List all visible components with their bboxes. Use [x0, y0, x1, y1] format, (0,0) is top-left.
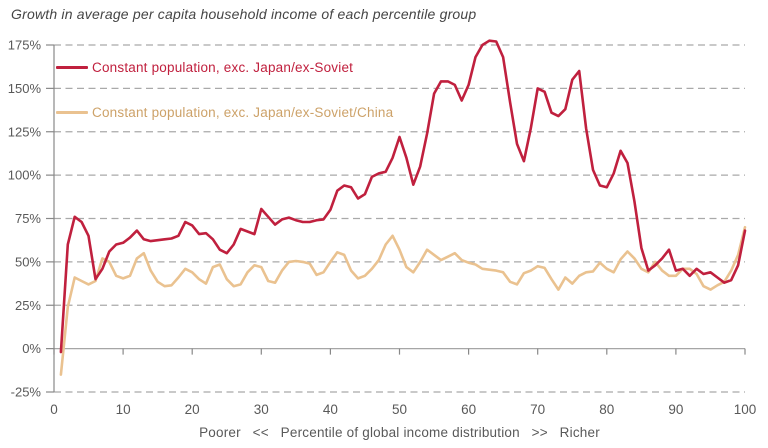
legend-label-exc-japan-ex-soviet: Constant population, exc. Japan/ex-Sovie… — [92, 60, 354, 75]
legend-line-sample-tan — [56, 111, 88, 114]
series-line-exc-japan-ex-soviet-china — [59, 225, 747, 376]
y-tick-label-100: 100% — [8, 168, 42, 183]
x-tick-label-0: 0 — [50, 402, 58, 417]
y-tick-label-175: 175% — [8, 38, 42, 53]
y-tick-label-150: 150% — [8, 81, 42, 96]
y-tick-label-25: 25% — [15, 298, 41, 313]
x-tick-label-10: 10 — [116, 402, 131, 417]
x-tick-label-40: 40 — [323, 402, 338, 417]
x-tick-label-50: 50 — [392, 402, 407, 417]
y-tick-label--25: -25% — [11, 385, 42, 400]
chart-title: Growth in average per capita household i… — [11, 6, 477, 22]
legend-line-sample-red — [56, 66, 88, 69]
series-line-exc-japan-ex-soviet — [59, 39, 747, 354]
y-tick-label-50: 50% — [15, 254, 41, 269]
legend-label-exc-japan-ex-soviet-china: Constant population, exc. Japan/ex-Sovie… — [92, 105, 394, 120]
y-tick-label-75: 75% — [15, 211, 41, 226]
x-tick-label-80: 80 — [599, 402, 614, 417]
x-tick-label-20: 20 — [185, 402, 200, 417]
x-tick-label-30: 30 — [254, 402, 269, 417]
x-tick-label-70: 70 — [530, 402, 545, 417]
x-tick-label-100: 100 — [734, 402, 757, 417]
legend-item-exc-japan-ex-soviet: Constant population, exc. Japan/ex-Sovie… — [56, 60, 353, 75]
x-axis-caption: Poorer << Percentile of global income di… — [199, 425, 600, 440]
legend-item-exc-japan-ex-soviet-china: Constant population, exc. Japan/ex-Sovie… — [56, 105, 393, 120]
x-tick-label-60: 60 — [461, 402, 476, 417]
y-tick-label-0: 0% — [22, 341, 41, 356]
x-tick-label-90: 90 — [668, 402, 683, 417]
y-tick-label-125: 125% — [8, 124, 42, 139]
